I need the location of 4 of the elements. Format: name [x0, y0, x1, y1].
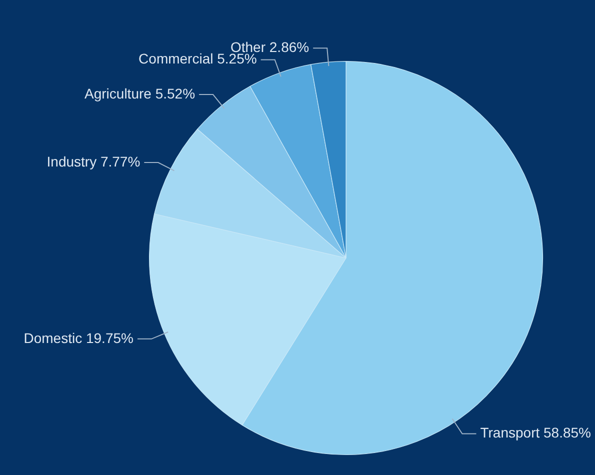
- slice-label: Industry 7.77%: [46, 153, 140, 170]
- slice-label: Domestic 19.75%: [24, 330, 134, 346]
- slice-label: Agriculture 5.52%: [84, 85, 196, 102]
- slice-label: Transport 58.85%: [480, 424, 592, 441]
